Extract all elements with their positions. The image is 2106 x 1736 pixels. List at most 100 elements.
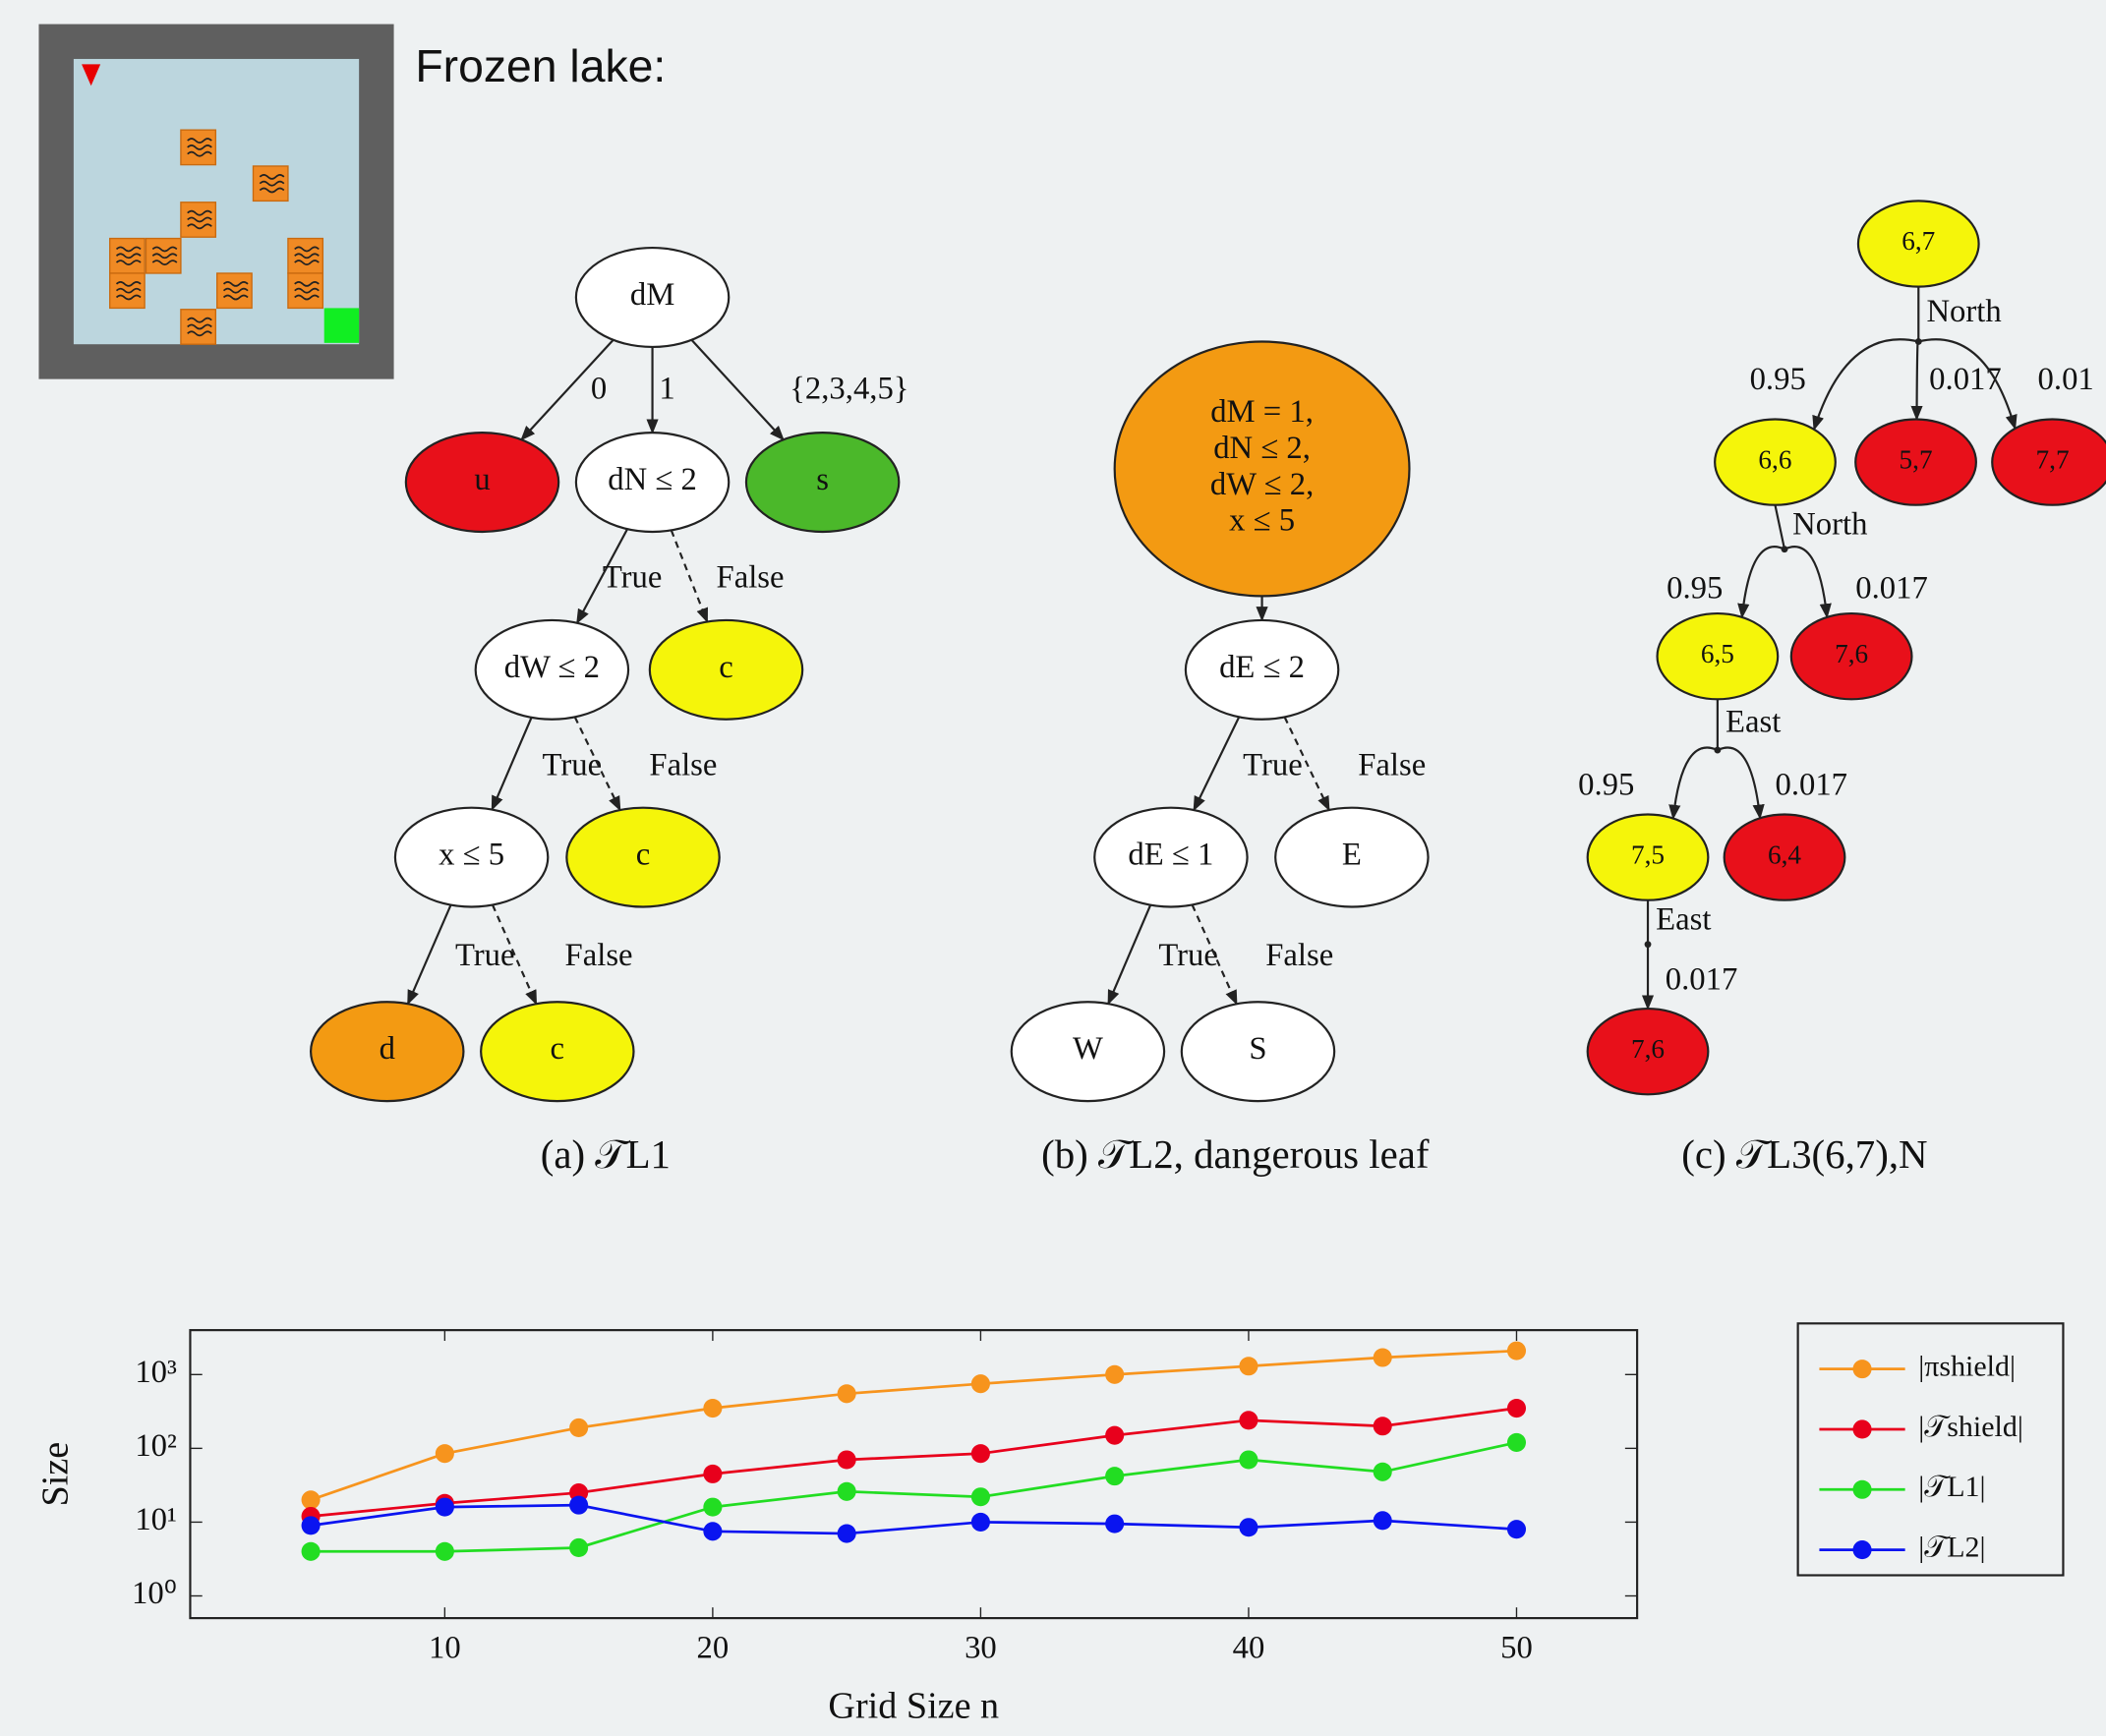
data-point xyxy=(971,1487,990,1506)
node-label: 7,5 xyxy=(1631,839,1665,869)
data-point xyxy=(302,1516,321,1534)
edge-label: False xyxy=(1358,747,1426,782)
data-point xyxy=(569,1496,588,1515)
data-point xyxy=(838,1384,856,1403)
page: Frozen lake: 01{2,3,4,5}TrueFalseTrueFal… xyxy=(0,0,2106,1736)
data-point xyxy=(703,1465,722,1483)
data-point xyxy=(971,1374,990,1393)
node-label: 6,7 xyxy=(1901,226,1935,256)
data-point xyxy=(971,1513,990,1532)
data-point xyxy=(436,1444,454,1463)
data-point xyxy=(703,1399,722,1418)
data-point xyxy=(302,1542,321,1561)
goal-cell xyxy=(324,308,359,342)
hole xyxy=(181,310,215,344)
data-point xyxy=(436,1542,454,1561)
action-label: North xyxy=(1792,507,1867,543)
legend-label: |𝒯L2| xyxy=(1918,1531,1985,1563)
legend-marker xyxy=(1853,1480,1872,1499)
legend-marker xyxy=(1853,1419,1872,1438)
node-label: dW ≤ 2, xyxy=(1210,467,1314,502)
node-label: 6,4 xyxy=(1768,839,1801,869)
node-label: c xyxy=(636,838,651,873)
data-point xyxy=(971,1444,990,1463)
x-tick-label: 40 xyxy=(1233,1630,1265,1665)
node-label: W xyxy=(1073,1031,1103,1067)
node-label: dN ≤ 2 xyxy=(608,462,697,497)
node-label: u xyxy=(474,462,490,497)
edge-label: False xyxy=(649,747,717,782)
edge-label: False xyxy=(717,560,785,596)
hole xyxy=(181,130,215,164)
node-label: dM = 1, xyxy=(1210,394,1314,430)
data-point xyxy=(838,1482,856,1501)
node-label: E xyxy=(1342,838,1362,873)
legend-label: |𝒯shield| xyxy=(1918,1411,2023,1443)
node-label: dN ≤ 2, xyxy=(1213,431,1311,466)
action-label: East xyxy=(1726,705,1781,740)
hole xyxy=(110,239,145,273)
data-point xyxy=(1239,1518,1258,1536)
probability-label: 0.95 xyxy=(1667,570,1723,606)
tree-caption: (a) 𝒯L1 xyxy=(541,1132,671,1177)
hole xyxy=(110,273,145,308)
x-tick-label: 30 xyxy=(965,1630,997,1665)
node-label: dW ≤ 2 xyxy=(504,650,600,685)
data-point xyxy=(1105,1515,1124,1533)
y-tick-label: 10⁰ xyxy=(132,1576,177,1611)
hole xyxy=(217,273,252,308)
data-point xyxy=(1239,1411,1258,1429)
edge-label: True xyxy=(1243,747,1303,782)
frozen-lake-image xyxy=(38,25,393,379)
x-tick-label: 20 xyxy=(697,1630,730,1665)
x-tick-label: 50 xyxy=(1500,1630,1533,1665)
data-point xyxy=(1507,1520,1526,1538)
data-point xyxy=(569,1418,588,1437)
data-point xyxy=(838,1450,856,1469)
node-label: 7,6 xyxy=(1835,639,1868,668)
node-label: dE ≤ 2 xyxy=(1219,650,1305,685)
hole xyxy=(253,166,287,201)
data-point xyxy=(1239,1357,1258,1375)
node-label: 5,7 xyxy=(1900,444,1933,474)
data-point xyxy=(838,1525,856,1543)
data-point xyxy=(1105,1365,1124,1384)
action-label: North xyxy=(1926,294,2001,329)
node-label: 6,5 xyxy=(1701,639,1734,668)
plot-frame xyxy=(190,1330,1637,1618)
data-point xyxy=(703,1522,722,1540)
data-point xyxy=(1507,1433,1526,1452)
data-point xyxy=(1507,1342,1526,1360)
data-point xyxy=(569,1538,588,1557)
data-point xyxy=(1374,1511,1392,1530)
data-point xyxy=(703,1498,722,1517)
node-label: 6,6 xyxy=(1758,444,1791,474)
node-label: s xyxy=(816,462,829,497)
x-tick-label: 10 xyxy=(429,1630,461,1665)
data-point xyxy=(1239,1450,1258,1469)
probability-label: 0.017 xyxy=(1929,362,2002,397)
y-axis-label: Size xyxy=(35,1442,77,1507)
data-point xyxy=(1374,1463,1392,1481)
node-label: 7,6 xyxy=(1631,1034,1665,1064)
node-label: dE ≤ 1 xyxy=(1128,838,1213,873)
edge-label: 0 xyxy=(591,371,607,406)
action-label: East xyxy=(1656,902,1711,938)
legend-label: |𝒯L1| xyxy=(1918,1471,1985,1503)
data-point xyxy=(1374,1348,1392,1366)
data-point xyxy=(436,1498,454,1517)
data-point xyxy=(1374,1417,1392,1435)
tree-caption: (b) 𝒯L2, dangerous leaf xyxy=(1041,1132,1430,1177)
y-tick-label: 10¹ xyxy=(135,1502,177,1537)
hole xyxy=(146,239,180,273)
node-label: dM xyxy=(630,277,674,313)
edge-label: True xyxy=(455,938,515,973)
node-label: x ≤ 5 xyxy=(1229,503,1295,539)
data-point xyxy=(1105,1467,1124,1485)
data-point xyxy=(1507,1399,1526,1418)
edge-label: False xyxy=(1265,938,1333,973)
node-label: S xyxy=(1249,1031,1266,1067)
slide: Frozen lake: 01{2,3,4,5}TrueFalseTrueFal… xyxy=(0,0,2106,1736)
edge-label: 1 xyxy=(659,371,674,406)
probability-label: 0.017 xyxy=(1855,570,1928,606)
